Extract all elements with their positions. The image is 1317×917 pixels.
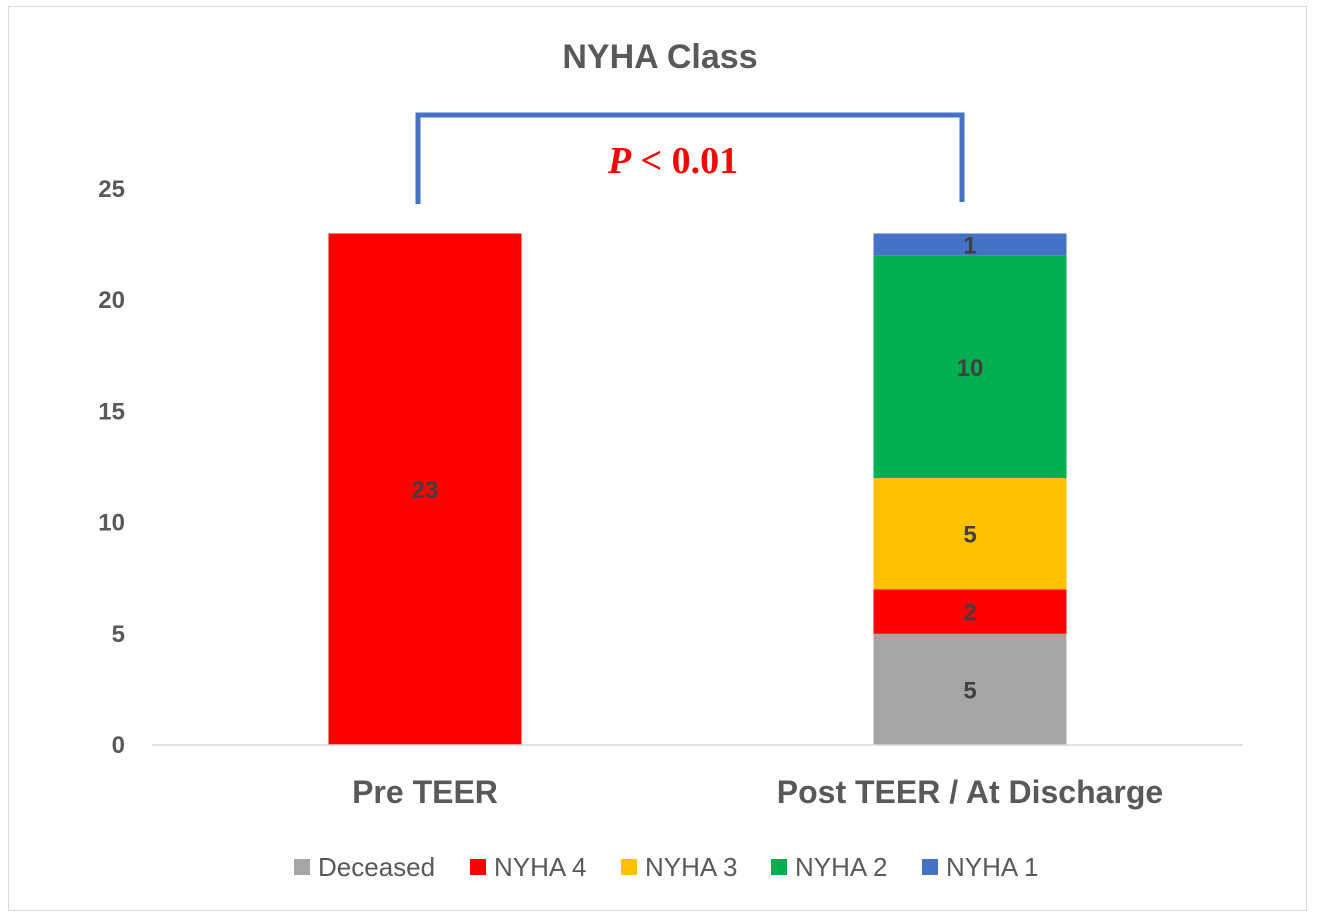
legend-swatch bbox=[470, 859, 486, 875]
legend-label: Deceased bbox=[318, 852, 435, 882]
y-axis-ticks: 0 5 10 15 20 25 bbox=[98, 176, 125, 759]
bar-segment bbox=[873, 255, 1067, 479]
legend-label: NYHA 3 bbox=[645, 852, 738, 882]
bar-segment bbox=[328, 233, 522, 746]
data-label: 5 bbox=[963, 522, 976, 549]
legend-label: NYHA 2 bbox=[795, 852, 888, 882]
data-label: 1 bbox=[963, 233, 976, 260]
y-tick-label: 20 bbox=[98, 287, 125, 314]
legend-label: NYHA 1 bbox=[946, 852, 1039, 882]
x-category-label: Pre TEER bbox=[352, 774, 498, 810]
y-tick-label: 5 bbox=[112, 621, 125, 648]
data-label: 23 bbox=[412, 477, 439, 504]
x-axis-categories: Pre TEER Post TEER / At Discharge bbox=[352, 774, 1163, 810]
data-label: 5 bbox=[963, 677, 976, 704]
p-value-text: < 0.01 bbox=[631, 140, 738, 182]
legend-swatch bbox=[922, 859, 938, 875]
bars bbox=[328, 233, 1067, 746]
bar-segment bbox=[873, 589, 1067, 634]
bar-segment bbox=[873, 478, 1067, 590]
p-value-annotation: P < 0.01 bbox=[607, 140, 738, 182]
legend-swatch bbox=[621, 859, 637, 875]
x-category-label: Post TEER / At Discharge bbox=[777, 774, 1163, 810]
y-tick-label: 10 bbox=[98, 510, 125, 537]
chart-frame bbox=[8, 6, 1307, 911]
chart-title: NYHA Class bbox=[562, 38, 757, 76]
data-labels: 23 5 2 5 10 1 bbox=[412, 233, 984, 705]
significance-bracket bbox=[415, 112, 965, 204]
y-tick-label: 0 bbox=[112, 732, 125, 759]
legend-label: NYHA 4 bbox=[494, 852, 587, 882]
legend-swatch bbox=[771, 859, 787, 875]
y-tick-label: 15 bbox=[98, 398, 125, 425]
bar-segment bbox=[873, 633, 1067, 745]
data-label: 10 bbox=[957, 355, 984, 382]
data-label: 2 bbox=[963, 600, 976, 627]
legend: Deceased NYHA 4 NYHA 3 NYHA 2 NYHA 1 bbox=[294, 852, 1039, 882]
legend-swatch bbox=[294, 859, 310, 875]
bar-segment bbox=[873, 233, 1067, 256]
p-value-symbol: P bbox=[607, 140, 632, 182]
y-tick-label: 25 bbox=[98, 176, 125, 203]
